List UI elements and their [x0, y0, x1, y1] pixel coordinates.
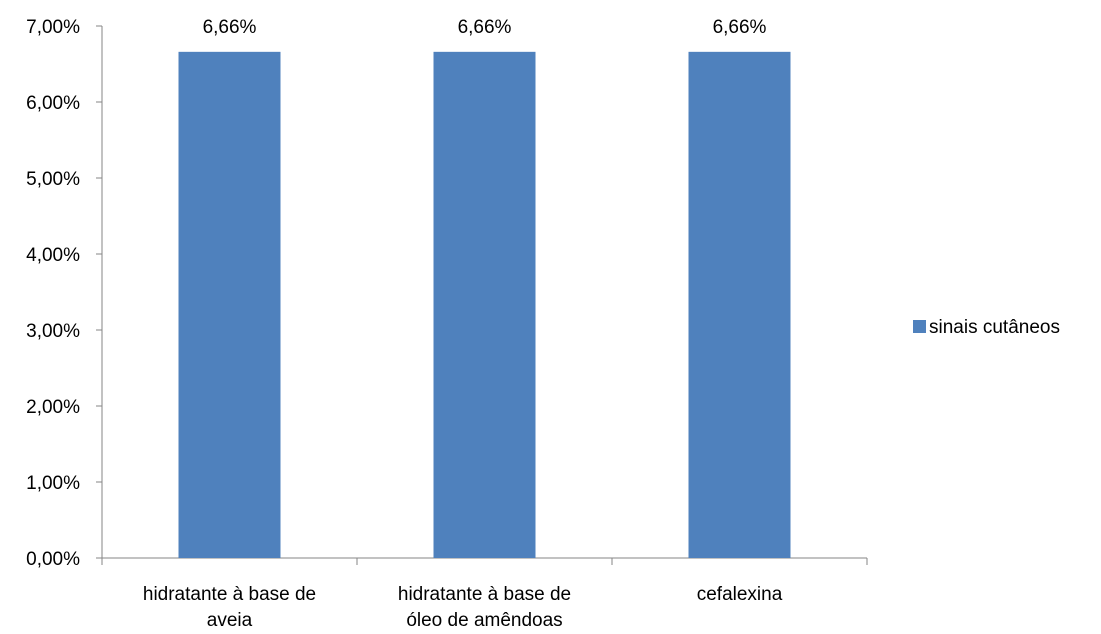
legend-swatch [913, 320, 926, 333]
data-label: 6,66% [713, 17, 767, 38]
bars [178, 51, 791, 559]
legend: sinais cutâneos [913, 317, 1060, 338]
data-labels: 6,66% 6,66% 6,66% [203, 17, 767, 38]
y-tick-label: 7,00% [26, 17, 80, 38]
x-axis [101, 557, 868, 565]
data-label: 6,66% [458, 17, 512, 38]
category-label-line: cefalexina [697, 584, 783, 605]
y-tick-label: 3,00% [26, 321, 80, 342]
category-label: hidratante à base de aveia [143, 584, 316, 631]
legend-label: sinais cutâneos [929, 317, 1060, 338]
category-label-line: hidratante à base de [143, 584, 316, 605]
y-tick-label: 5,00% [26, 169, 80, 190]
category-label-line: óleo de amêndoas [406, 610, 562, 631]
y-tick-label: 6,00% [26, 93, 80, 114]
category-label: cefalexina [697, 584, 783, 605]
category-label: hidratante à base de óleo de amêndoas [398, 584, 571, 631]
y-tick-label: 1,00% [26, 473, 80, 494]
bar [178, 51, 281, 559]
category-label-line: hidratante à base de [398, 584, 571, 605]
bar [688, 51, 791, 559]
y-tick-label: 0,00% [26, 549, 80, 570]
y-tick-label: 4,00% [26, 245, 80, 266]
data-label: 6,66% [203, 17, 257, 38]
category-label-line: aveia [207, 610, 253, 631]
y-axis: 0,00% 1,00% 2,00% 3,00% 4,00% 5,00% 6,00% 7,00% [26, 17, 103, 570]
y-tick-label: 2,00% [26, 397, 80, 418]
bar [433, 51, 536, 559]
